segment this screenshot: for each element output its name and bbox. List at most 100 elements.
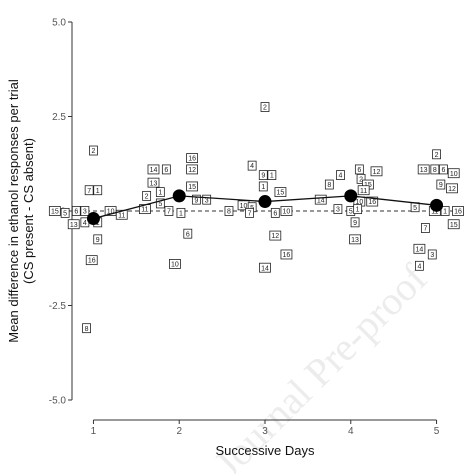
- x-tick-label: 4: [348, 426, 354, 437]
- data-point-label: 12: [188, 167, 196, 174]
- data-point-box: [430, 164, 440, 175]
- data-point-box: [274, 187, 287, 198]
- data-point: 15: [447, 219, 460, 230]
- data-point-box: [270, 207, 280, 218]
- data-point-box: [421, 223, 430, 233]
- data-point-box: [432, 149, 441, 160]
- data-point-box: [269, 230, 282, 241]
- data-point-label: 15: [277, 190, 285, 197]
- data-point-label: 5: [63, 210, 67, 217]
- data-point-label: 6: [74, 209, 78, 216]
- data-point-box: [314, 194, 327, 205]
- data-point-box: [84, 185, 94, 196]
- data-point-label: 14: [261, 265, 269, 272]
- data-point-label: 11: [360, 188, 367, 195]
- data-point-box: [333, 204, 343, 215]
- data-point-box: [417, 164, 430, 175]
- data-point-box: [447, 168, 460, 179]
- data-point-label: 14: [416, 246, 424, 253]
- data-point-label: 4: [417, 263, 421, 270]
- data-point-box: [245, 207, 254, 218]
- data-point-box: [259, 262, 271, 273]
- data-point-label: 6: [273, 210, 277, 217]
- data-point: 16: [366, 196, 379, 207]
- data-point-label: 16: [368, 199, 376, 206]
- data-point-label: 6: [186, 231, 190, 238]
- data-point-label: 7: [87, 188, 91, 195]
- data-point-box: [85, 255, 98, 266]
- data-point-label: 11: [431, 209, 438, 216]
- data-point-box: [202, 194, 212, 205]
- data-point-label: 11: [118, 212, 125, 219]
- data-point: 1: [93, 185, 103, 196]
- data-point-box: [161, 164, 171, 175]
- data-point-box: [247, 160, 257, 171]
- data-point-box: [349, 234, 361, 245]
- data-point: 9: [191, 194, 201, 205]
- data-point: 4: [414, 260, 424, 271]
- x-tick-label: 2: [176, 426, 182, 437]
- data-point-label: 10: [355, 199, 363, 206]
- data-point: 7: [421, 223, 430, 233]
- data-point: 16: [452, 206, 464, 216]
- data-point: 10: [447, 168, 460, 179]
- data-point-label: 13: [150, 180, 158, 187]
- data-point-label: 16: [88, 258, 96, 265]
- data-point: 6: [161, 164, 171, 175]
- data-point: 13: [349, 234, 361, 245]
- data-point-label: 5: [349, 209, 353, 216]
- data-point-label: 1: [261, 184, 265, 191]
- data-point: 6: [439, 164, 448, 175]
- data-point: 8: [324, 179, 334, 190]
- data-point: 2: [89, 145, 98, 156]
- data-point-box: [80, 206, 90, 216]
- data-point: 14: [259, 262, 271, 273]
- data-point-label: 8: [227, 209, 231, 216]
- data-point-box: [176, 207, 186, 218]
- mean-marker: [86, 212, 100, 226]
- data-point: 12: [186, 164, 198, 175]
- data-point: 7: [245, 207, 254, 218]
- data-point-label: 10: [283, 209, 291, 216]
- data-point: 3: [427, 249, 437, 260]
- mean-marker: [430, 198, 444, 212]
- y-axis-title-line-1: Mean difference in ethanol responses per…: [6, 79, 21, 343]
- data-point-box: [155, 187, 165, 198]
- data-point-label: 7: [248, 210, 252, 217]
- data-point-box: [447, 219, 460, 230]
- data-point: 1: [267, 170, 277, 180]
- data-point-label: 14: [317, 197, 325, 204]
- data-point-label: 1: [96, 188, 100, 195]
- mean-marker: [344, 189, 358, 203]
- data-point: 1: [353, 204, 363, 215]
- data-point: 9: [93, 234, 103, 245]
- data-point-label: 9: [353, 220, 357, 227]
- data-point-label: 12: [448, 186, 456, 193]
- data-point-box: [436, 179, 446, 190]
- data-point-label: 4: [339, 173, 343, 180]
- y-tick-label: -2.5: [49, 301, 67, 312]
- data-point: 8: [430, 164, 440, 175]
- data-point-box: [350, 217, 360, 228]
- data-point: 10: [280, 206, 293, 216]
- data-point-label: 1: [443, 209, 447, 216]
- data-point-label: 2: [359, 176, 363, 183]
- data-point-box: [258, 181, 268, 192]
- data-point: 2: [142, 190, 152, 201]
- data-point-label: 3: [83, 209, 87, 216]
- data-point: 4: [247, 160, 257, 171]
- data-point: 1: [176, 207, 186, 218]
- data-point-label: 7: [167, 209, 171, 216]
- data-point-label: 13: [70, 222, 78, 229]
- data-point-box: [258, 170, 268, 180]
- data-point-box: [354, 164, 364, 175]
- data-point-box: [324, 179, 334, 190]
- data-point-label: 3: [205, 197, 209, 204]
- data-point-label: 9: [194, 197, 198, 204]
- data-point: 12: [370, 166, 383, 177]
- data-point: 15: [186, 181, 198, 192]
- data-point-label: 1: [356, 207, 360, 214]
- y-tick-label: 5.0: [52, 18, 66, 29]
- data-point-label: 15: [188, 184, 196, 191]
